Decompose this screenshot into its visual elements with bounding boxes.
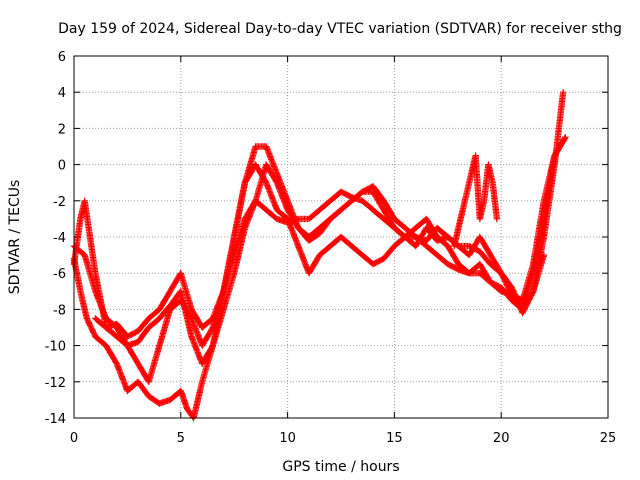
y-tick-label: -6 <box>53 267 66 282</box>
series-trace-5 <box>451 152 501 250</box>
y-tick-label: -10 <box>45 340 66 355</box>
x-tick-label: 5 <box>177 431 185 446</box>
series-markers <box>92 161 548 367</box>
x-tick-label: 25 <box>600 431 617 446</box>
axis-ticks: 0 5 10 15 20 25 -14 -12 -10 -8 -6 -4 -2 0 2 4 6 <box>45 50 617 446</box>
y-tick-label: 0 <box>58 159 66 174</box>
y-tick-label: -4 <box>53 231 66 246</box>
x-tick-label: 20 <box>493 431 510 446</box>
y-tick-label: -14 <box>45 412 66 427</box>
y-axis-label: SDTVAR / TECUs <box>7 180 23 295</box>
y-tick-label: -8 <box>53 303 66 318</box>
y-tick-label: 6 <box>58 50 66 65</box>
chart-title: Day 159 of 2024, Sidereal Day-to-day VTE… <box>58 21 622 37</box>
y-tick-label: -2 <box>53 195 66 210</box>
x-tick-label: 10 <box>279 431 296 446</box>
plot-frame <box>73 55 609 419</box>
y-tick-label: -12 <box>45 376 66 391</box>
series-trace-4 <box>92 161 548 367</box>
x-axis-label: GPS time / hours <box>282 459 399 475</box>
series-markers <box>451 152 501 250</box>
y-tick-label: 2 <box>58 122 66 137</box>
y-tick-label: 4 <box>58 86 66 101</box>
x-tick-label: 15 <box>386 431 403 446</box>
x-tick-label: 0 <box>70 431 78 446</box>
